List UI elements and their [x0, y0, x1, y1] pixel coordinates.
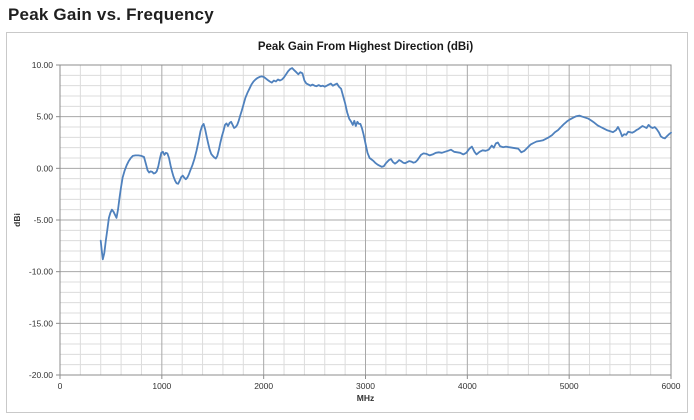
chart-frame: Peak Gain From Highest Direction (dBi) 1…	[6, 32, 688, 413]
chart-svg: 10.00 5.00 0.00 -5.00 -10.00 -15.00 -20.00 0 100…	[12, 60, 681, 403]
chart-title: Peak Gain From Highest Direction (dBi)	[257, 41, 474, 53]
page-title: Peak Gain vs. Frequency	[8, 5, 214, 24]
y-tick-label: -20.00	[29, 370, 53, 380]
x-tick-label: 0	[58, 381, 63, 391]
gain-line	[99, 67, 672, 261]
y-tick-label: -15.00	[29, 318, 53, 328]
x-axis-title: MHz	[357, 393, 374, 403]
y-axis-title: dBi	[12, 213, 22, 227]
y-tick-label: 10.00	[32, 60, 54, 70]
x-tick-label: 4000	[458, 381, 477, 391]
x-tick-label: 5000	[560, 381, 579, 391]
y-tick-label: -10.00	[29, 267, 53, 277]
x-tick-label: 1000	[152, 381, 171, 391]
x-tick-label: 2000	[254, 381, 273, 391]
y-tick-label: -5.00	[34, 215, 54, 225]
x-tick-label: 3000	[356, 381, 375, 391]
y-tick-label: 5.00	[36, 112, 53, 122]
x-tick-label: 6000	[662, 381, 681, 391]
y-tick-label: 0.00	[36, 163, 53, 173]
